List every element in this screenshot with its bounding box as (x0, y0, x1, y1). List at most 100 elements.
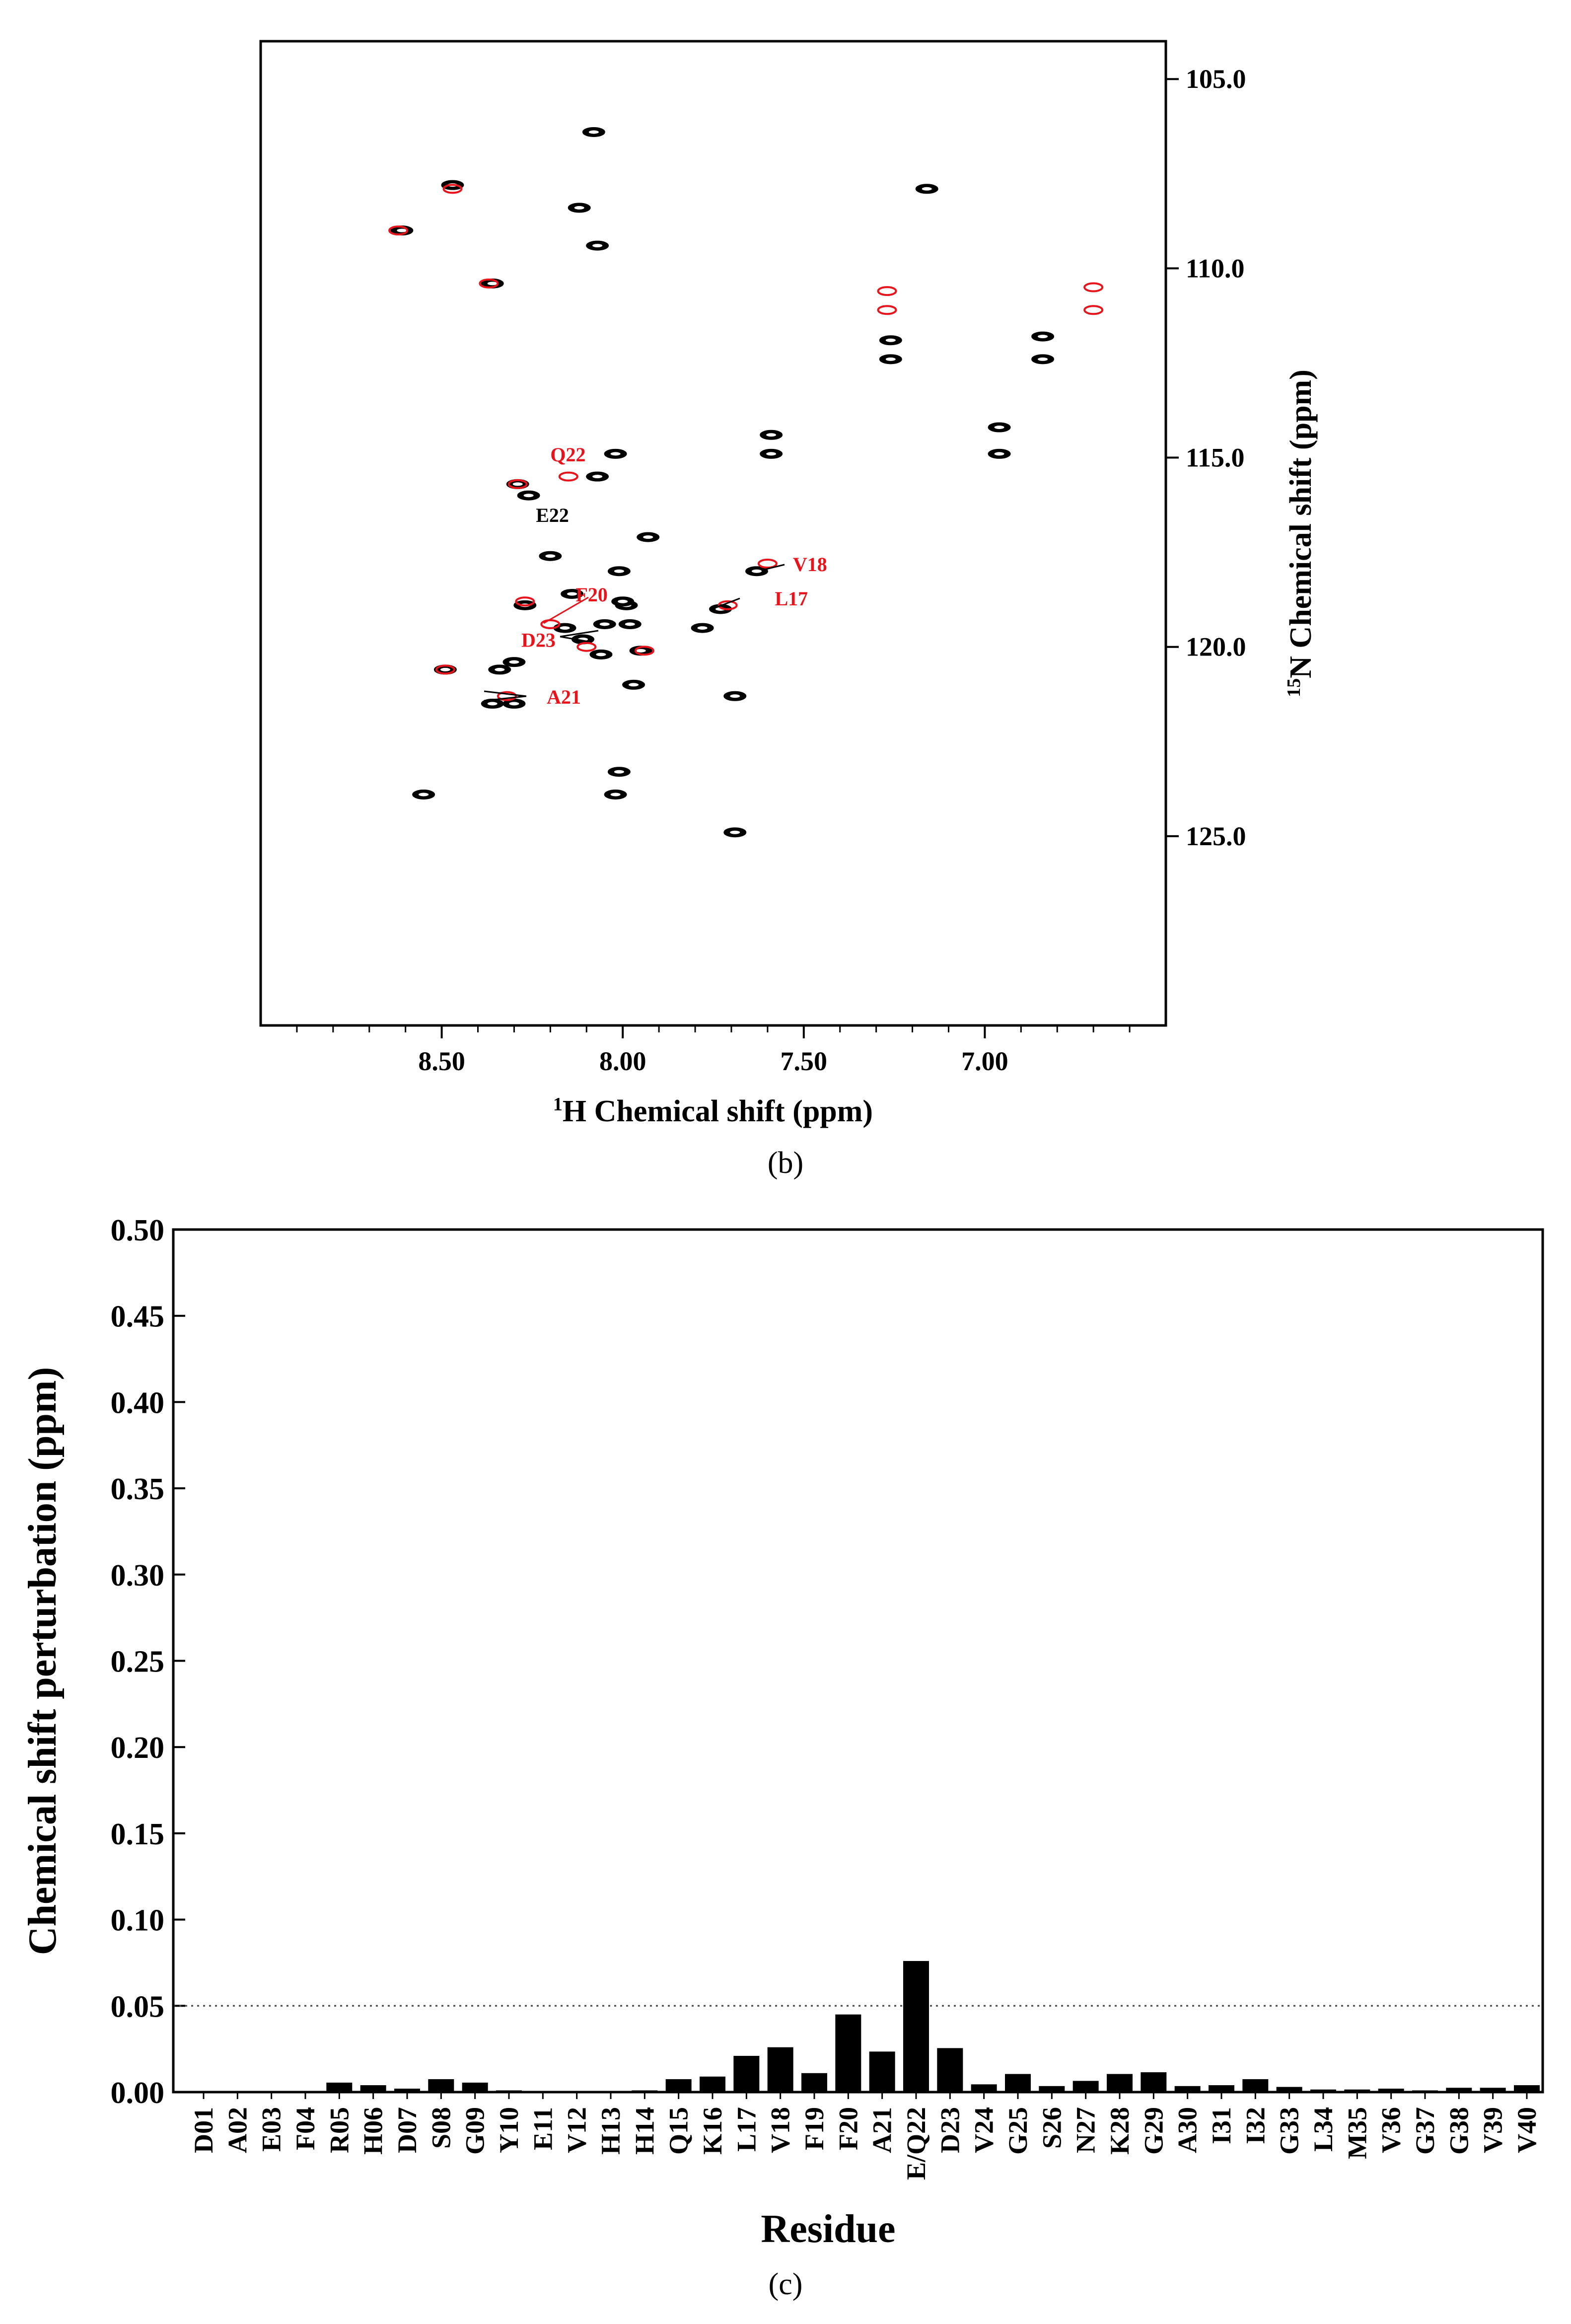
nmr-peak-mutant (442, 184, 463, 194)
panel-c-label: (c) (769, 2267, 803, 2301)
nmr-peak-contour (574, 206, 584, 210)
bar-g38 (1446, 2088, 1472, 2092)
nmr-peak-contour (766, 433, 777, 437)
nmr-peak-mutant (435, 664, 455, 675)
nmr-peak-contour (625, 622, 635, 626)
bar-v18 (767, 2047, 793, 2092)
bar-e-q22 (903, 1961, 929, 2092)
nmr-x-minor-ticks (296, 1025, 1131, 1032)
leader-f20 (543, 596, 589, 624)
nmr-peak-annotations: Q22 E22 V18 L17 F20 D23 A21 (521, 443, 827, 708)
nmr-peak-contour (766, 452, 777, 456)
bar-x-tick-label: I32 (1240, 2107, 1270, 2144)
bar-x-tick-label: G38 (1444, 2107, 1474, 2155)
nmr-peak-mutant (757, 558, 778, 569)
leader-a21-upper (484, 690, 527, 697)
bar-y-tick-label: 0.20 (111, 1731, 165, 1765)
bar-y-tick-label: 0.15 (111, 1817, 165, 1851)
bar-x-axis-title: Residue (761, 2207, 895, 2251)
bar-n27 (1072, 2081, 1099, 2092)
nmr-peak-mutant (388, 225, 409, 236)
bar-f19 (801, 2073, 827, 2092)
bar-v36 (1378, 2089, 1404, 2092)
bar-x-tick-label: G29 (1139, 2107, 1168, 2155)
bar-x-tick-label: Q15 (664, 2107, 694, 2155)
nmr-peak-contour (629, 683, 639, 687)
nmr-peak-mutant (717, 600, 738, 610)
nmr-plot-frame (259, 40, 1167, 1027)
bar-q15 (665, 2079, 692, 2092)
nmr-peak-contour (610, 793, 621, 797)
bar-series (258, 1961, 1540, 2092)
bar-y-tick-label: 0.10 (111, 1904, 165, 1938)
nmr-peak-mutant (1083, 282, 1104, 292)
bar-d23 (937, 2048, 963, 2092)
bar-x-tick-label: L17 (731, 2107, 761, 2152)
bar-y-tick-label: 0.35 (111, 1472, 165, 1506)
bar-y-axis-title: Chemical shift perturbation (ppm) (21, 1367, 65, 1955)
nmr-peak-contour (994, 452, 1004, 456)
bar-r05 (326, 2082, 353, 2092)
nmr-y-tick-label: 120.0 (1186, 632, 1246, 662)
nmr-x-tick-label: 7.50 (781, 1046, 828, 1076)
bar-x-tick-label: Y10 (494, 2107, 524, 2153)
nmr-annotation-d23: D23 (521, 629, 556, 652)
nmr-peak-contour (596, 653, 606, 656)
nmr-peak-contour (523, 494, 534, 498)
nmr-annotation-f20: F20 (575, 583, 607, 606)
bar-s08 (428, 2079, 454, 2092)
nmr-peak-contour (752, 569, 762, 573)
bar-l34 (1310, 2089, 1336, 2092)
nmr-peak-mutant (540, 619, 561, 629)
nmr-peak-contour (697, 626, 708, 630)
nmr-x-axis-ticks: 8.50 8.00 7.50 7.00 (418, 1025, 1008, 1076)
nmr-y-axis-title: 15N Chemical shift (ppm) (1284, 369, 1318, 697)
nmr-peak-contour (397, 228, 407, 232)
nmr-x-tick-label: 8.50 (418, 1046, 465, 1076)
bar-a30 (1174, 2086, 1201, 2092)
nmr-peak-contour (636, 649, 646, 653)
bar-s26 (1039, 2086, 1065, 2092)
nmr-annotation-l17: L17 (775, 587, 808, 610)
bar-x-tick-label: E11 (528, 2107, 558, 2150)
bar-y-tick-label: 0.30 (111, 1559, 165, 1593)
nmr-y-tick-label: 110.0 (1186, 253, 1245, 283)
nmr-peak-mutant (634, 646, 654, 656)
bar-x-tick-label: D07 (392, 2107, 422, 2153)
nmr-y-tick-label: 105.0 (1186, 64, 1246, 94)
nmr-peak-contour (588, 130, 599, 134)
nmr-mutant-peaks (388, 184, 1104, 701)
bar-x-tick-label: H06 (358, 2107, 388, 2155)
nmr-peak-contour (495, 667, 505, 671)
nmr-peak-contour (614, 569, 624, 573)
nmr-peak-contour (599, 622, 610, 626)
bar-i31 (1209, 2085, 1234, 2092)
nmr-annotation-e22: E22 (536, 504, 569, 526)
bar-x-tick-label: G37 (1410, 2107, 1440, 2155)
nmr-annotation-q22: Q22 (550, 443, 585, 466)
nmr-peak-contour (922, 187, 932, 191)
bar-k28 (1107, 2074, 1133, 2092)
nmr-peak-contour (509, 660, 519, 664)
leader-d23-lower (560, 636, 589, 643)
nmr-peak-contour (643, 535, 653, 539)
nmr-peak-contour (487, 282, 498, 286)
bar-x-tick-label: G25 (1003, 2107, 1033, 2155)
nmr-peak-contour (730, 830, 740, 834)
bar-x-tick-label: E/Q22 (901, 2107, 931, 2180)
bar-x-tick-label: D01 (189, 2107, 218, 2153)
nmr-peak-contour (1038, 357, 1048, 361)
bar-x-tick-label: D23 (935, 2107, 965, 2153)
nmr-peak-contour (592, 475, 603, 479)
bar-x-tick-label: E03 (257, 2107, 286, 2152)
bar-plot-frame (172, 1228, 1544, 2094)
bar-x-tick-label: F04 (290, 2107, 320, 2150)
bar-x-tick-label: A02 (222, 2107, 252, 2153)
nmr-peak-mutant (515, 596, 535, 607)
nmr-peak-contour (1038, 335, 1048, 339)
nmr-peak-contour (560, 626, 570, 630)
bar-x-tick-label: V39 (1478, 2107, 1508, 2153)
bar-x-tick-label: K28 (1105, 2107, 1135, 2155)
